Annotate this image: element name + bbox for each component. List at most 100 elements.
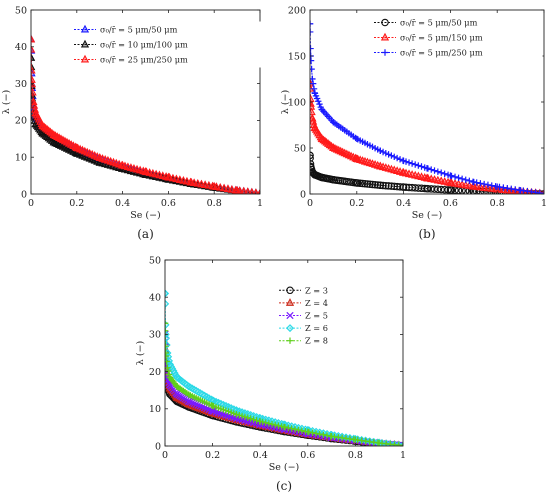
- legend-marker: [381, 18, 389, 27]
- data-point: [391, 153, 398, 161]
- data-point: [431, 167, 438, 174]
- data-point: [324, 139, 333, 147]
- data-point: [280, 423, 288, 431]
- panel-caption: (b): [418, 227, 435, 241]
- legend-label: σ₀/r̄ = 25 μm/250 μm: [100, 55, 188, 65]
- data-point: [165, 342, 169, 350]
- data-point: [185, 391, 192, 398]
- data-point: [334, 145, 343, 154]
- data-point: [484, 181, 492, 189]
- legend: σ₀/r̄ = 5 μm/50 μm σ₀/r̄ = 5 μm/150 μm σ₀/…: [369, 14, 543, 61]
- legend-marker: [381, 49, 389, 56]
- data-point: [31, 108, 40, 116]
- data-point: [399, 168, 408, 176]
- data-point: [396, 156, 404, 163]
- x-axis-label: Se (−): [412, 210, 443, 221]
- legend-label: Z = 8: [305, 336, 328, 346]
- legend: Z = 3 Z = 4 Z = 5 Z = 6 Z = 8: [274, 283, 348, 348]
- data-point: [309, 429, 316, 436]
- data-point: [318, 106, 325, 113]
- legend-entry-2: Z = 4: [279, 298, 328, 308]
- data-point: [248, 187, 256, 194]
- data-point: [304, 428, 311, 436]
- legend-label: Z = 3: [305, 285, 328, 295]
- data-point: [252, 188, 259, 194]
- data-point: [390, 182, 398, 191]
- data-point: [208, 407, 217, 415]
- data-point: [517, 187, 524, 194]
- data-point: [209, 402, 216, 410]
- y-tick-label: 100: [288, 97, 306, 108]
- legend-marker: [80, 24, 90, 33]
- data-point: [187, 177, 196, 186]
- data-point: [480, 187, 488, 194]
- data-point: [295, 426, 302, 434]
- data-point: [384, 182, 393, 190]
- series-group: [165, 289, 403, 446]
- data-point: [165, 320, 169, 327]
- data-point: [500, 184, 507, 191]
- data-point: [423, 184, 431, 193]
- data-point: [310, 122, 319, 131]
- data-point: [49, 130, 59, 139]
- data-point: [172, 373, 181, 382]
- y-tick-label: 0: [21, 189, 27, 200]
- data-point: [185, 397, 193, 405]
- data-point: [540, 190, 544, 194]
- data-point: [310, 20, 314, 27]
- panel-caption: (a): [137, 227, 154, 241]
- data-point: [310, 160, 315, 168]
- data-point: [363, 180, 372, 188]
- plot-area: [165, 289, 403, 446]
- data-point: [415, 162, 422, 169]
- data-point: [469, 181, 478, 190]
- legend-marker: [285, 298, 295, 306]
- data-point: [361, 180, 369, 188]
- data-point: [373, 181, 382, 189]
- data-point: [353, 135, 360, 142]
- legend-entry-5: Z = 8: [279, 336, 328, 346]
- data-point: [408, 160, 416, 167]
- legend-entry-2: σ₀/r̄ = 5 μm/150 μm: [374, 33, 483, 43]
- y-tick-label: 200: [288, 5, 306, 16]
- legend-entry-3: σ₀/r̄ = 25 μm/250 μm: [74, 55, 188, 65]
- data-point: [428, 166, 435, 173]
- x-tick-label: 0: [28, 198, 34, 209]
- x-axis-label: Se (−): [269, 462, 300, 473]
- y-tick-label: 150: [288, 51, 306, 62]
- x-tick-label: 0.6: [161, 198, 176, 209]
- data-point: [165, 358, 170, 365]
- x-tick-label: 0.4: [115, 198, 130, 209]
- data-point: [244, 187, 252, 194]
- legend-entry-1: Z = 3: [279, 285, 328, 295]
- data-point: [484, 188, 492, 194]
- data-point: [371, 181, 379, 189]
- x-tick-label: 0.8: [207, 198, 222, 209]
- legend-label: Z = 4: [305, 298, 328, 308]
- data-point: [241, 413, 249, 421]
- data-point: [412, 161, 419, 168]
- data-point: [257, 188, 260, 194]
- data-point: [444, 186, 452, 194]
- x-tick-label: 0.6: [300, 450, 315, 461]
- data-point: [512, 186, 519, 193]
- data-point: [382, 149, 390, 157]
- data-point: [285, 424, 292, 432]
- data-point: [480, 180, 488, 188]
- data-point: [46, 127, 55, 136]
- data-point: [405, 159, 413, 166]
- data-point: [184, 382, 193, 391]
- x-tick-label: 0.2: [205, 450, 220, 461]
- data-point: [173, 383, 181, 390]
- legend-label: σ₀/r̄ = 5 μm/150 μm: [400, 33, 483, 43]
- data-point: [352, 436, 359, 443]
- data-point: [466, 177, 473, 185]
- data-point: [72, 143, 81, 151]
- data-point: [265, 420, 273, 427]
- data-point: [288, 425, 295, 432]
- data-point: [233, 411, 240, 418]
